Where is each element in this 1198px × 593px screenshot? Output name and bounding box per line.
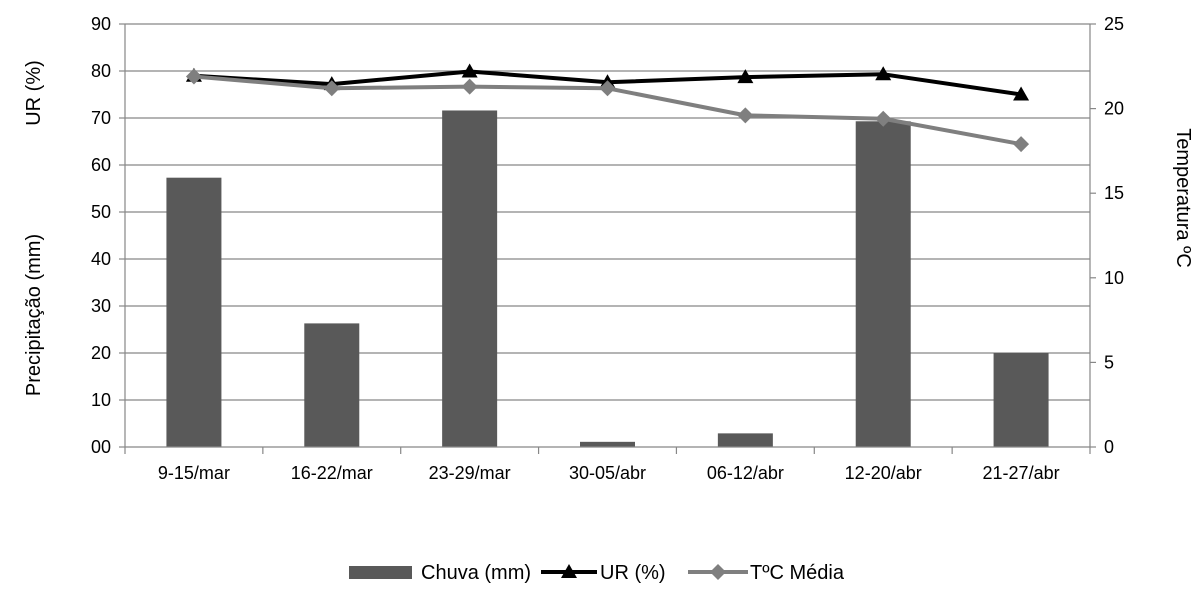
- temp-point: [737, 107, 754, 124]
- temp-point: [1013, 136, 1030, 153]
- y-left-tick-label: 90: [91, 14, 111, 34]
- temp-point: [875, 110, 892, 127]
- y-left-tick-label: 30: [91, 296, 111, 316]
- bar: [993, 353, 1049, 447]
- legend-marker-ur: [561, 564, 577, 578]
- legend-label-chuva: Chuva (mm): [421, 562, 531, 584]
- legend: Chuva (mm) UR (%) TºC Média: [349, 562, 845, 584]
- bar: [717, 433, 773, 447]
- y-left-tick-label: 40: [91, 249, 111, 269]
- y-right-tick-label: 20: [1104, 99, 1124, 119]
- y-left-tick-label: 50: [91, 202, 111, 222]
- temp-point: [185, 68, 202, 85]
- y-left-title-bottom: Precipitação (mm): [23, 234, 45, 396]
- ur-point: [1013, 86, 1030, 101]
- bar: [166, 177, 222, 447]
- legend-swatch-chuva: [349, 566, 412, 579]
- y-right-tick-label: 5: [1104, 352, 1114, 372]
- bar: [855, 121, 911, 447]
- y-left-tick-label: 60: [91, 155, 111, 175]
- y-right-title: Temperatura ºC: [1172, 128, 1194, 268]
- y-left-tick-label: 00: [91, 437, 111, 457]
- legend-label-temp: TºC Média: [750, 562, 845, 584]
- y-right-tick-label: 10: [1104, 268, 1124, 288]
- legend-marker-temp: [710, 564, 726, 580]
- y-left-tick-label: 10: [91, 390, 111, 410]
- ur-point: [875, 66, 892, 81]
- x-tick-label: 23-29/mar: [429, 463, 511, 483]
- legend-label-ur: UR (%): [600, 562, 666, 584]
- x-tick-label: 21-27/abr: [983, 463, 1060, 483]
- line-series: [185, 63, 1030, 153]
- y-left-title-top: UR (%): [23, 60, 45, 126]
- axes: [119, 23, 1096, 454]
- bar: [304, 323, 360, 447]
- x-tick-label: 9-15/mar: [158, 463, 230, 483]
- gridlines: [125, 23, 1090, 401]
- bar: [580, 441, 635, 447]
- y-right-tick-label: 15: [1104, 183, 1124, 203]
- bar: [442, 110, 498, 447]
- y-left-tick-label: 80: [91, 61, 111, 81]
- ur-point: [461, 63, 478, 78]
- x-tick-label: 30-05/abr: [569, 463, 646, 483]
- x-tick-label: 06-12/abr: [707, 463, 784, 483]
- y-right-tick-label: 0: [1104, 437, 1114, 457]
- bar-series: [166, 110, 1049, 447]
- ur-point: [737, 69, 754, 84]
- tick-labels: 00 10 20 30 40 50 60 70 80 90 0 5 10 15 20 25 9-15/mar 16…: [91, 14, 1124, 483]
- temp-point: [323, 80, 340, 97]
- x-tick-label: 16-22/mar: [291, 463, 373, 483]
- y-right-tick-label: 25: [1104, 14, 1124, 34]
- temp-point: [461, 78, 478, 95]
- x-tick-label: 12-20/abr: [845, 463, 922, 483]
- y-left-tick-label: 70: [91, 108, 111, 128]
- temp-point: [599, 80, 616, 97]
- y-left-tick-label: 20: [91, 343, 111, 363]
